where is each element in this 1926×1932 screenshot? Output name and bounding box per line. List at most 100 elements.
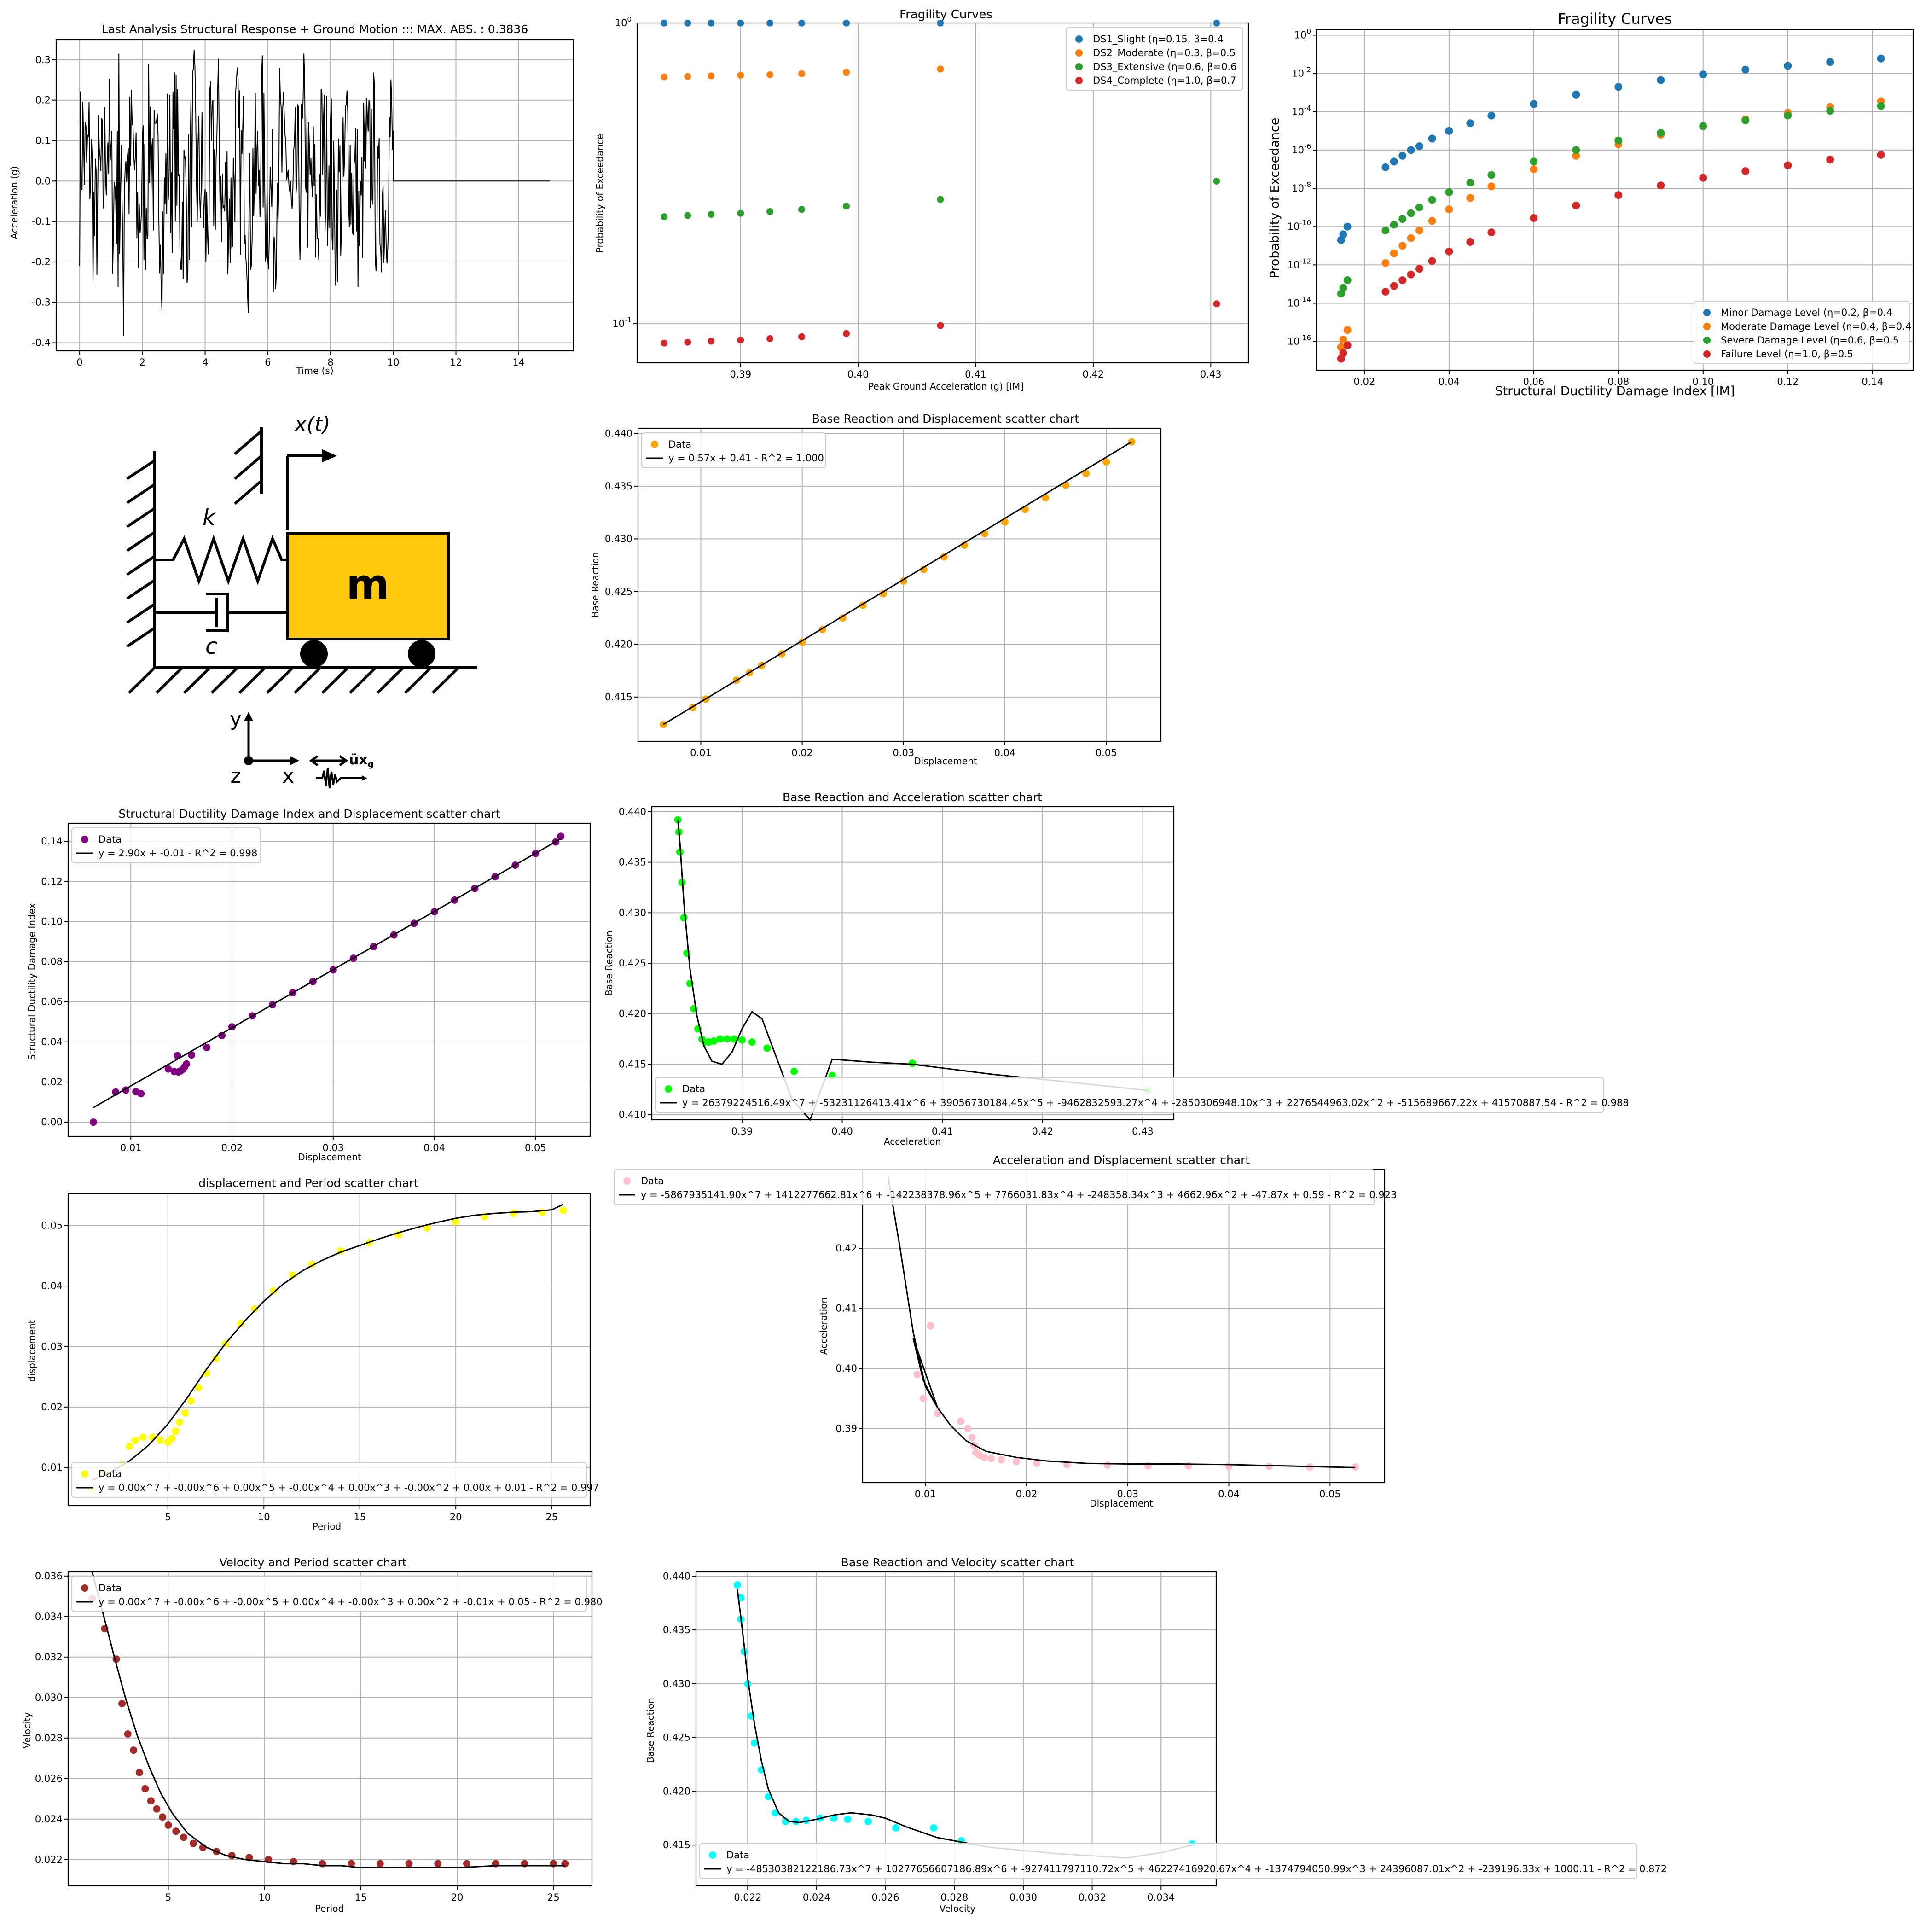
chart-marks-layer: 0 2 4 6 8 10 12 14-0.4-0.3-0.2-0.10.00.10.20.30… [32, 15, 1914, 1903]
data-point [164, 1821, 172, 1829]
data-point [684, 338, 691, 346]
data-point [1784, 62, 1792, 70]
data-point [798, 19, 806, 27]
y-tick-label: 0.415 [663, 1839, 690, 1851]
x-axis-label: Time (s) [296, 365, 333, 376]
data-point [708, 211, 715, 218]
y-tick-label: 0.42 [835, 1243, 857, 1254]
data-point [661, 339, 668, 347]
data-point [1657, 181, 1665, 190]
x-tick-label: 10 [258, 1892, 271, 1903]
x-tick-label: 0.04 [994, 747, 1016, 758]
y-tick-label: 0.032 [35, 1652, 63, 1663]
data-point [1826, 107, 1834, 115]
legend-marker [1703, 323, 1711, 330]
x-tick-label: 0.05 [1096, 747, 1117, 758]
y-tick-label: 0.022 [35, 1854, 63, 1865]
x-tick-label: 10 [387, 357, 400, 368]
x-tick-label: 5 [165, 1892, 171, 1903]
data-point [1741, 167, 1750, 175]
legend-label: Data [668, 439, 691, 450]
displacement-label: x(t) [294, 413, 331, 436]
y-tick-label: 0.02 [41, 1077, 63, 1088]
data-point [937, 322, 944, 329]
data-point [1042, 494, 1050, 502]
legend-label: Data [641, 1175, 664, 1187]
y-tick-label: 0.1 [35, 135, 51, 146]
data-series [88, 1594, 569, 1868]
data-point [913, 1371, 921, 1379]
sdof-diagram: x(t) k c m y x z [126, 413, 477, 789]
data-series [674, 816, 1152, 1094]
data-point [118, 1700, 126, 1707]
x-tick-label: 0 [76, 357, 82, 368]
x-tick-label: 0.03 [893, 747, 914, 758]
chart-base-reaction-displacement: Base Reaction and Displacement scatter c… [590, 412, 1079, 767]
data-point [716, 1035, 724, 1043]
data-point [250, 1305, 258, 1313]
data-point [723, 1035, 731, 1043]
data-point [135, 1769, 143, 1776]
data-point [1390, 249, 1398, 257]
data-point [843, 19, 850, 27]
y-axis-label: Structural Ductility Damage Index [26, 903, 37, 1060]
data-point [131, 1437, 139, 1444]
axes: 0.01 0.02 0.03 0.04 0.05 0.415 0.420 0.425 0.430… [605, 427, 1162, 758]
data-point [1415, 227, 1424, 235]
x-tick-label: 0.03 [322, 1142, 344, 1153]
data-point [423, 1224, 431, 1232]
legend-marker [81, 1584, 88, 1592]
chart-title: Acceleration and Displacement scatter ch… [993, 1153, 1250, 1167]
legend-marker [1075, 49, 1083, 57]
series [1337, 54, 1885, 244]
data-point [684, 212, 691, 219]
chart-base-reaction-acceleration: Base Reaction and Acceleration scatter c… [603, 791, 1042, 1147]
x-tick-label: 12 [450, 357, 462, 368]
y-tick-label: 10-12 [1288, 257, 1311, 270]
data-point [744, 1680, 752, 1688]
data-point [1033, 1460, 1040, 1467]
y-tick-label: -0.2 [32, 256, 51, 268]
data-point [1415, 142, 1424, 151]
y-tick-label: 0.440 [605, 428, 632, 439]
data-point [1398, 151, 1407, 160]
legend-label: Data [726, 1850, 749, 1861]
legend-marker [665, 1085, 672, 1093]
plot-area-frame [651, 806, 1175, 1121]
data-point [1415, 204, 1424, 212]
legend-label: DS3_Extensive (η=0.6, β=0.6 [1093, 61, 1237, 73]
data-point [1466, 238, 1474, 246]
data-point [798, 70, 806, 77]
series [661, 177, 1220, 221]
data-point [172, 1827, 180, 1835]
chart-title: Base Reaction and Acceleration scatter c… [783, 791, 1042, 804]
data-point [188, 1051, 196, 1059]
x-tick-label: 0.41 [932, 1126, 953, 1137]
x-axis-label: Acceleration [884, 1136, 941, 1147]
series [661, 300, 1220, 347]
y-tick-label: 0.430 [619, 907, 646, 918]
legend: Data y = 0.57x + 0.41 - R^2 = 1.000 [641, 432, 826, 468]
data-point [130, 1746, 138, 1754]
y-axis-label: Acceleration (g) [9, 166, 20, 239]
data-point [147, 1797, 155, 1805]
data-point [737, 337, 744, 344]
legend-label: Data [99, 1468, 122, 1479]
x-axis-label: Displacement [914, 756, 977, 767]
y-tick-label: 0.40 [835, 1363, 857, 1374]
data-point [157, 1437, 164, 1444]
data-point [798, 333, 806, 340]
x-tick-label: 15 [355, 1892, 367, 1903]
x-tick-label: 14 [512, 357, 525, 368]
y-tick-label: 0.430 [663, 1678, 690, 1689]
data-point [1699, 122, 1707, 130]
y-tick-label: 0.05 [41, 1220, 63, 1231]
x-tick-label: 4 [202, 357, 208, 368]
data-point [892, 1824, 900, 1832]
wall-hatch [126, 451, 156, 669]
data-point [1487, 111, 1496, 120]
spring-label: k [203, 505, 216, 530]
data-point [998, 1456, 1005, 1464]
data-point [940, 553, 948, 561]
